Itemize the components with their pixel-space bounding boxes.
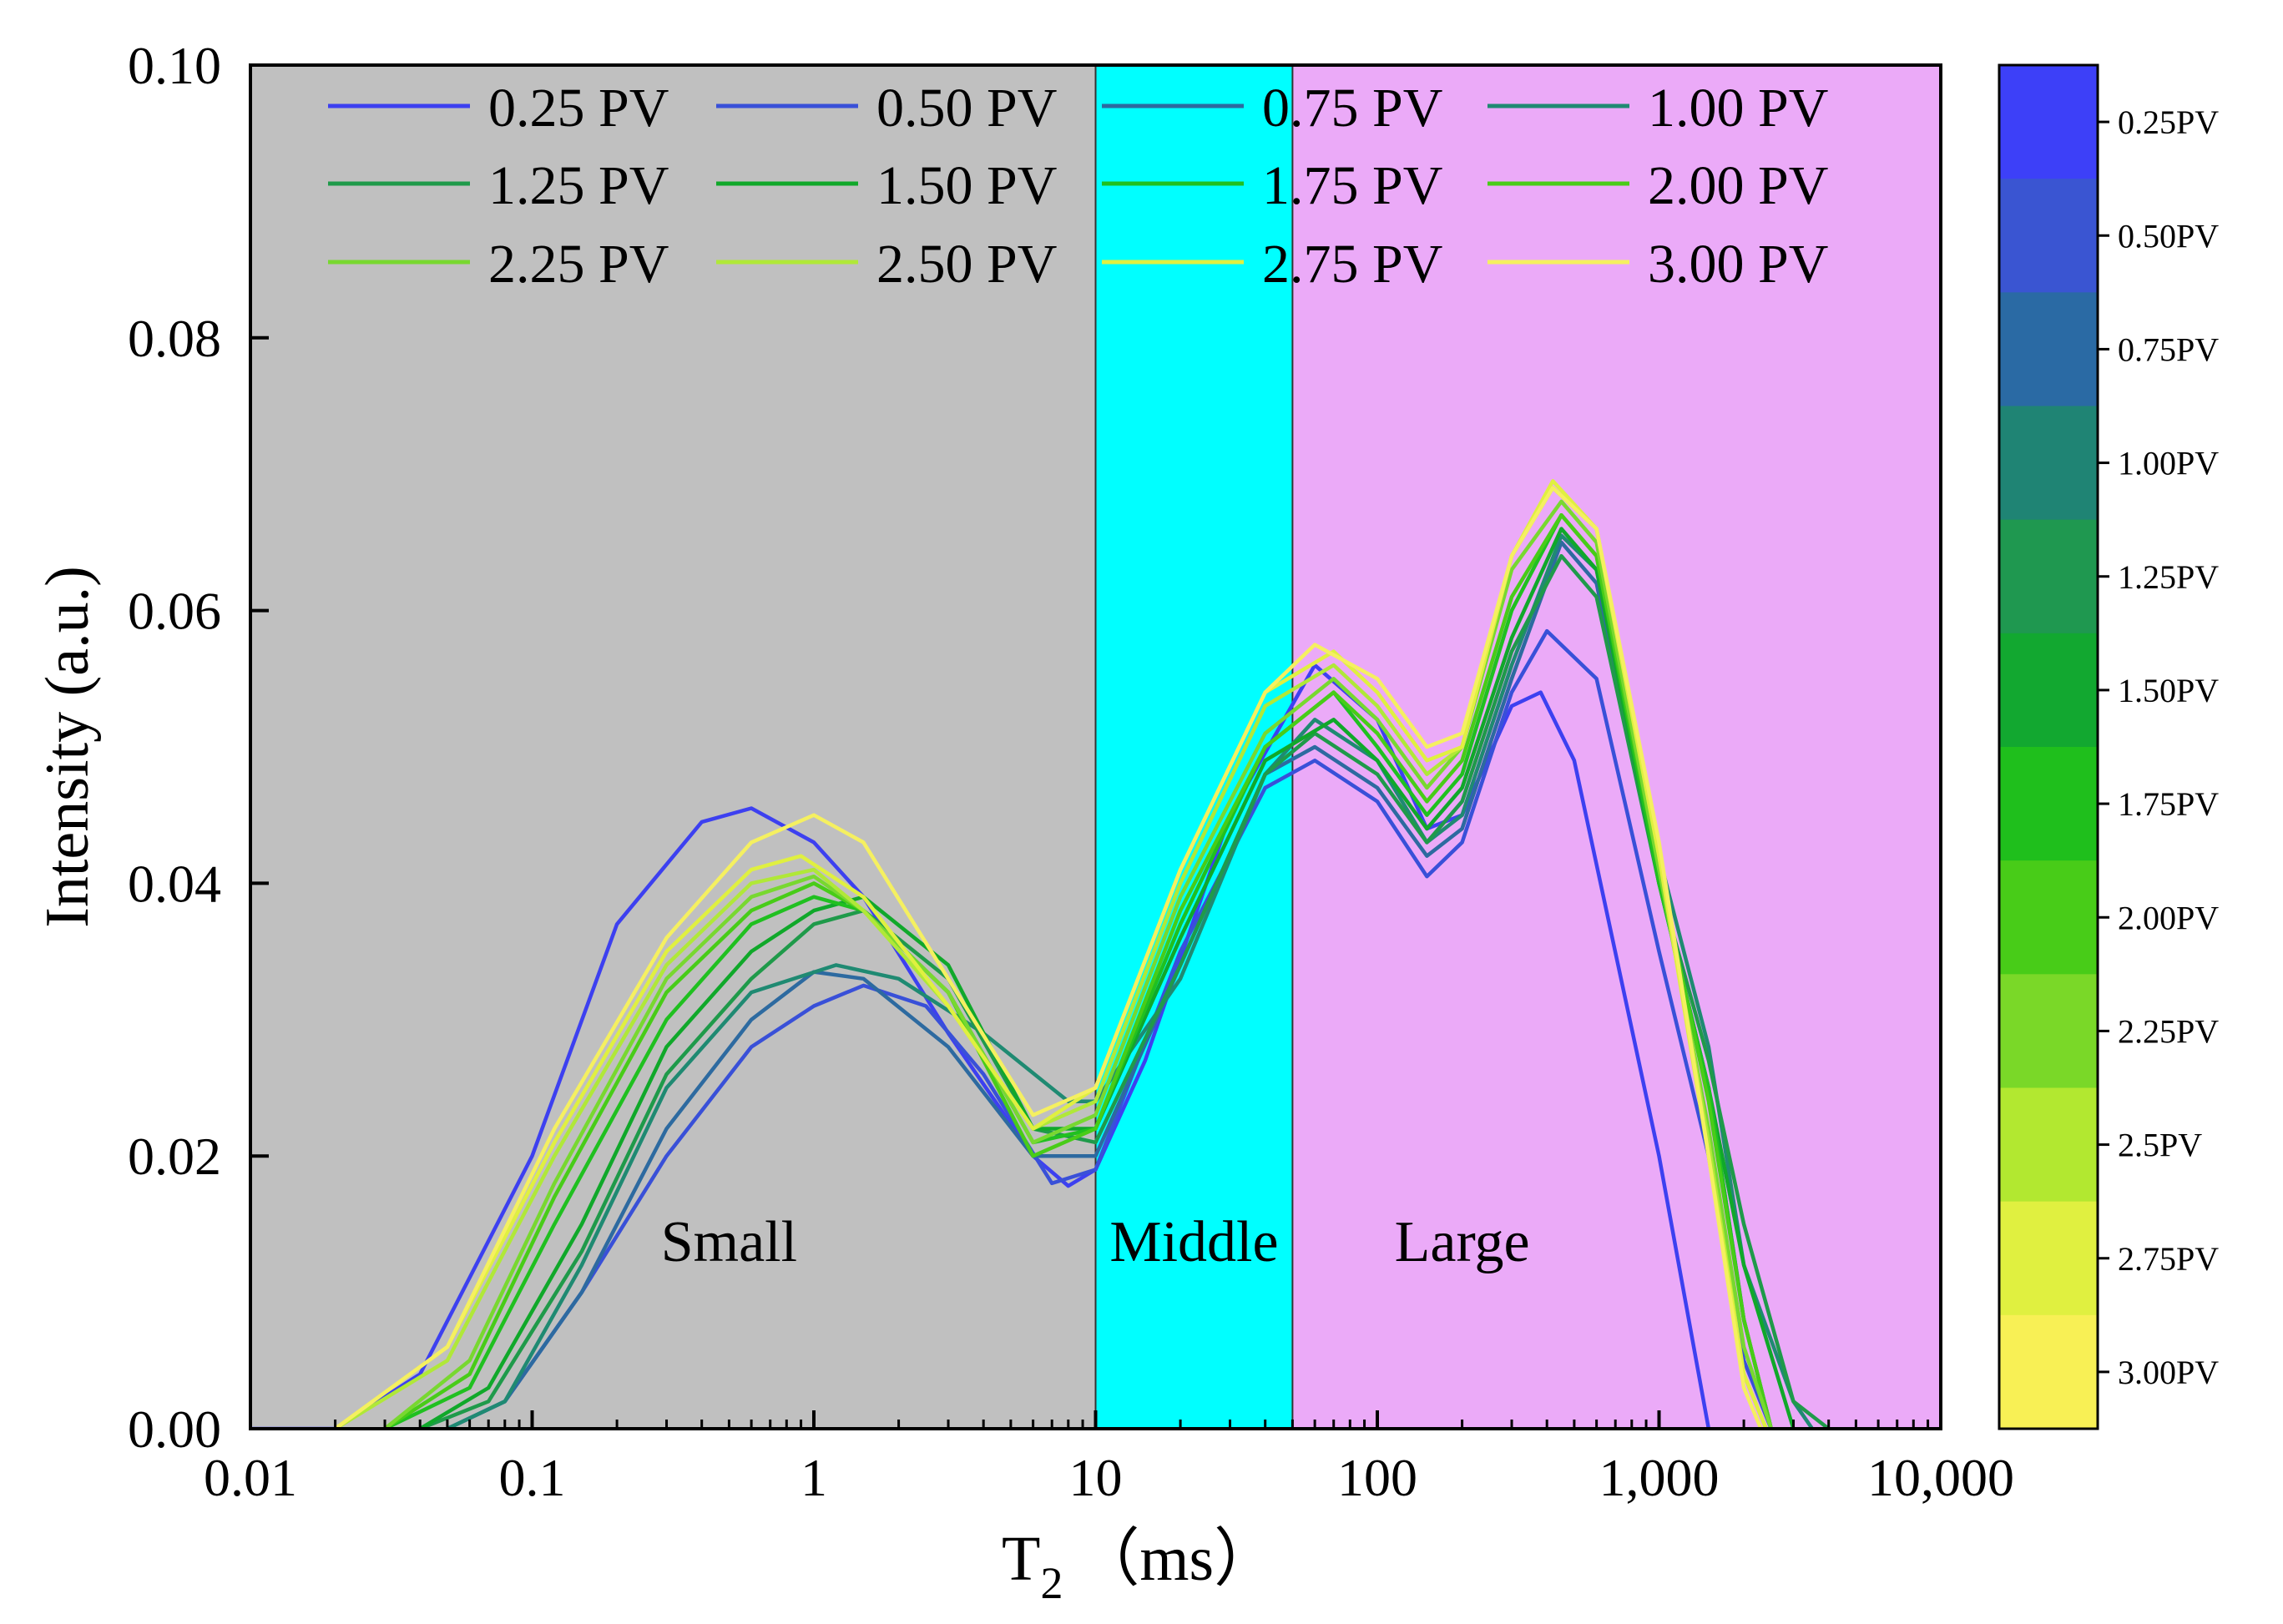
x-tick-label: 10 [1069,1448,1123,1507]
x-tick-label: 1,000 [1599,1448,1720,1507]
colorbar-segment [1999,747,2098,862]
colorbar-segment [1999,1314,2098,1430]
legend-label: 1.50 PV [876,155,1057,216]
colorbar-label: 2.25PV [2118,1012,2219,1050]
colorbar-label: 2.00PV [2118,899,2219,936]
colorbar-segment [1999,519,2098,634]
region-large [1292,65,1941,1429]
colorbar-label: 0.75PV [2118,330,2219,368]
legend-label: 2.25 PV [488,234,669,295]
y-tick-label: 0.06 [128,582,221,641]
colorbar-label: 1.00PV [2118,445,2219,482]
legend-label: 2.50 PV [876,234,1057,295]
x-tick-label: 100 [1337,1448,1417,1507]
colorbar-segment [1999,179,2098,294]
x-tick-label: 10,000 [1867,1448,2014,1507]
colorbar-label: 0.50PV [2118,217,2219,255]
legend-label: 2.00 PV [1648,155,1828,216]
y-tick-label: 0.00 [128,1400,221,1459]
y-tick-label: 0.10 [128,36,221,95]
y-axis-title: Intensity (a.u.) [33,566,102,928]
x-axis-title: T2 （ms） [1002,1524,1277,1608]
y-tick-label: 0.02 [128,1127,221,1186]
colorbar-segment [1999,1201,2098,1316]
colorbar-frame [1998,63,2099,1430]
colorbar-segment [1999,1087,2098,1203]
region-label-large: Large [1395,1210,1530,1274]
colorbar-label: 2.75PV [2118,1240,2219,1278]
x-tick-label: 1 [801,1448,827,1507]
x-tick-label: 0.01 [204,1448,297,1507]
legend-label: 0.25 PV [488,78,669,139]
colorbar-label: 0.25PV [2118,103,2219,141]
colorbar-label: 3.00PV [2118,1354,2219,1391]
colorbar-segment [1999,65,2098,180]
legend-label: 0.50 PV [876,78,1057,139]
region-label-middle: Middle [1109,1210,1278,1274]
colorbar-label: 1.50PV [2118,672,2219,709]
region-label-small: Small [661,1210,797,1274]
series-line-2-25-pv [383,499,1773,1429]
legend-label: 1.75 PV [1262,155,1442,216]
colorbar-segment [1999,633,2098,748]
colorbar-segment [1999,974,2098,1089]
colorbar-label: 1.75PV [2118,785,2219,823]
colorbar-label: 1.25PV [2118,558,2219,596]
y-tick-label: 0.04 [128,854,221,913]
colorbar-segment [1999,406,2098,521]
legend-label: 1.00 PV [1648,78,1828,139]
colorbar-segment [1999,860,2098,976]
series-line-3-00-pv [334,486,1763,1429]
legend-label: 1.25 PV [488,155,669,216]
x-tick-label: 0.1 [499,1448,566,1507]
legend-label: 0.75 PV [1262,78,1442,139]
legend-label: 2.75 PV [1262,234,1442,295]
series-line-0-25-pv [250,663,1711,1429]
colorbar-label: 2.5PV [2118,1127,2202,1164]
series-group [250,479,1831,1429]
colorbar-segment [1999,292,2098,407]
region-small [250,65,1096,1429]
legend-label: 3.00 PV [1648,234,1828,295]
y-tick-label: 0.08 [128,309,221,368]
